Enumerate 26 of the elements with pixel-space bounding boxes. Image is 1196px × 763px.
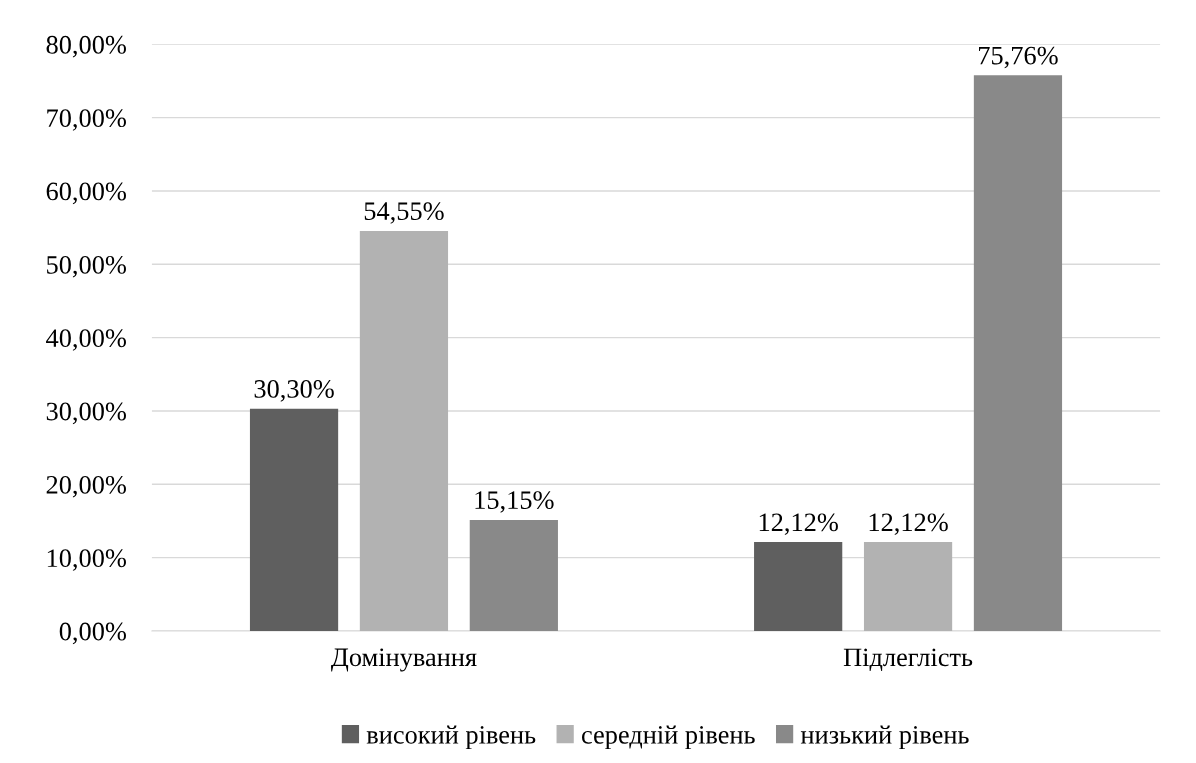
bar: [359, 230, 449, 631]
y-tick-label: 80,00%: [46, 35, 126, 58]
y-tick-label: 10,00%: [47, 549, 126, 571]
y-tick-label: 40,00%: [46, 329, 126, 351]
x-tick-label: Підлеглість: [843, 648, 973, 672]
data-label: 12,12%: [869, 513, 948, 535]
y-tick-label: 20,00%: [46, 475, 126, 498]
bar: [863, 542, 953, 631]
y-tick-label: 30,00%: [46, 402, 126, 425]
data-label: 54,55%: [364, 202, 444, 224]
data-label: 12,12%: [759, 513, 838, 535]
bar: [754, 542, 843, 631]
x-tick-label: Домінування: [331, 648, 477, 672]
data-label: 15,15%: [475, 491, 554, 513]
data-label: 30,30%: [254, 380, 334, 402]
y-tick-label: 50,00%: [47, 255, 126, 278]
legend-label: низький рівень: [800, 725, 969, 750]
data-label: 75,76%: [979, 46, 1058, 69]
bar: [973, 75, 1063, 631]
legend-label: високий рівень: [366, 725, 536, 750]
y-tick-label: 70,00%: [47, 109, 126, 131]
bar: [249, 408, 339, 631]
y-tick-label: 0,00%: [59, 622, 126, 645]
legend-label: середній рівень: [581, 725, 755, 750]
bar: [469, 519, 558, 631]
y-tick-label: 60,00%: [46, 182, 126, 205]
